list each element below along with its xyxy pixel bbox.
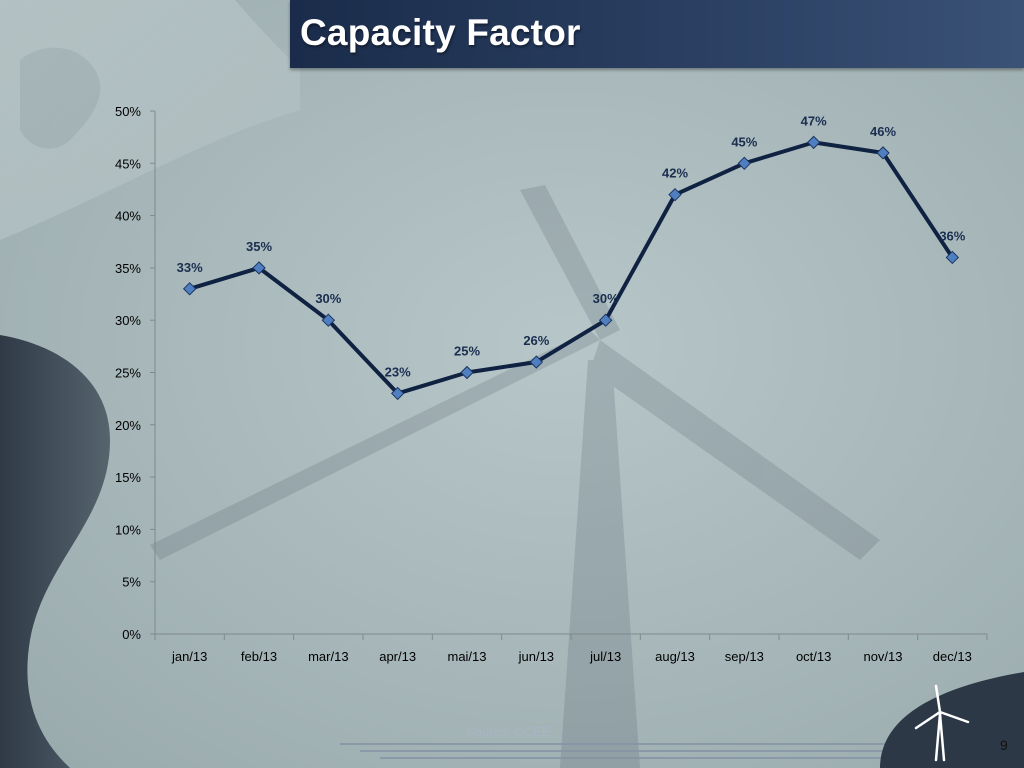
x-tick-label: jun/13	[518, 649, 554, 664]
data-labels: 33% 35% 30% 23% 25% 26% 30% 42% 45% 47% 46% 36%	[177, 113, 966, 379]
y-tick-label: 35%	[115, 261, 141, 276]
source-note: Source: CCEE	[466, 724, 551, 739]
y-tick-label: 45%	[115, 156, 141, 171]
x-tick-label: jan/13	[171, 649, 207, 664]
x-tick-label: dec/13	[933, 649, 972, 664]
data-label: 45%	[731, 134, 757, 149]
data-point-marker	[252, 261, 266, 275]
series-markers	[182, 135, 960, 401]
data-point-marker	[945, 250, 960, 265]
x-tick-label: mai/13	[447, 649, 486, 664]
y-tick-label: 5%	[122, 575, 141, 590]
y-tick-label: 15%	[115, 470, 141, 485]
x-tick-label: oct/13	[796, 649, 831, 664]
y-tick-label: 25%	[115, 366, 141, 381]
x-tick-label: apr/13	[379, 649, 416, 664]
x-tick-label: nov/13	[863, 649, 902, 664]
data-label: 30%	[315, 291, 341, 306]
data-label: 30%	[593, 291, 619, 306]
data-point-marker	[737, 156, 752, 171]
x-tick-label: feb/13	[241, 649, 277, 664]
series-line	[189, 140, 955, 396]
data-point-marker	[460, 365, 474, 380]
y-tick-label: 20%	[115, 418, 141, 433]
data-point-marker	[806, 135, 821, 150]
data-label: 23%	[385, 364, 411, 379]
data-point-marker	[390, 386, 405, 401]
data-label: 36%	[939, 228, 965, 243]
data-label: 46%	[870, 124, 896, 139]
y-tick-label: 40%	[115, 209, 141, 224]
y-tick-label: 0%	[122, 627, 141, 642]
y-tick-label: 30%	[115, 313, 141, 328]
data-point-marker	[598, 313, 613, 327]
x-axis-tick-labels: jan/13 feb/13 mar/13 apr/13 mai/13 jun/13 jul/…	[171, 649, 972, 664]
wind-turbine-icon	[914, 684, 970, 762]
x-tick-label: aug/13	[655, 649, 695, 664]
chart-axes	[150, 110, 988, 640]
x-tick-label: jul/13	[589, 649, 621, 664]
slide-title: Capacity Factor	[300, 12, 581, 53]
data-point-marker	[182, 282, 197, 296]
data-label: 35%	[246, 239, 272, 254]
data-label: 33%	[177, 260, 203, 275]
data-label: 42%	[662, 166, 688, 181]
y-tick-label: 50%	[115, 104, 141, 119]
y-axis-tick-labels: 0% 5% 10% 15% 20% 25% 30% 35% 40% 45% 50%	[115, 104, 141, 642]
title-bar	[290, 0, 1024, 68]
data-point-marker	[668, 187, 682, 202]
data-point-marker	[876, 146, 890, 160]
series-line-group	[189, 140, 955, 396]
page-number: 9	[1000, 737, 1008, 753]
data-point-marker	[321, 313, 336, 327]
data-label: 26%	[523, 333, 549, 348]
x-tick-label: mar/13	[308, 649, 348, 664]
y-tick-label: 10%	[115, 522, 141, 537]
x-tick-label: sep/13	[725, 649, 764, 664]
data-label: 25%	[454, 344, 480, 359]
data-point-marker	[529, 355, 544, 369]
data-label: 47%	[801, 113, 827, 128]
